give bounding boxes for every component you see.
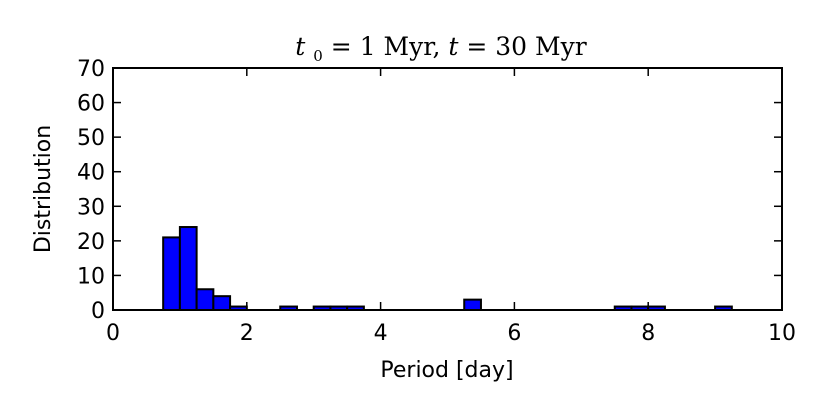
chart-title: t 0 = 1 Myr, t = 30 Myr (295, 32, 586, 67)
x-tick-label: 8 (641, 321, 655, 346)
title-t-value: = 30 Myr (466, 32, 586, 61)
y-tick-label: 50 (77, 126, 105, 151)
histogram-bar (212, 295, 232, 311)
histogram-bar (463, 298, 482, 311)
x-tick-label: 6 (507, 321, 521, 346)
y-tick-label: 0 (91, 299, 105, 324)
title-t-symbol: t (448, 32, 459, 61)
y-tick-label: 30 (77, 195, 105, 220)
histogram-bar (178, 226, 198, 311)
y-axis-label: Distribution (31, 125, 56, 253)
y-tick-label: 60 (77, 92, 105, 117)
x-tick-label: 10 (768, 321, 796, 346)
x-axis-label: Period [day] (380, 358, 513, 383)
y-tick-label: 10 (77, 264, 105, 289)
title-t0-symbol: t (295, 32, 306, 61)
histogram-bar (195, 288, 215, 311)
title-t0-value: = 1 Myr, (331, 32, 449, 61)
y-tick-label: 40 (77, 161, 105, 186)
plot-frame (112, 67, 783, 311)
histogram-bars (162, 226, 733, 311)
x-tick-label: 2 (240, 321, 254, 346)
x-tick-label: 0 (106, 321, 120, 346)
histogram-bar (162, 236, 181, 311)
axis-ticks: 0 2 4 6 8 10 0 10 20 30 40 50 60 70 (77, 57, 796, 346)
title-t0-subscript: 0 (313, 47, 323, 65)
y-tick-label: 70 (77, 57, 105, 82)
x-tick-label: 4 (374, 321, 388, 346)
y-tick-label: 20 (77, 230, 105, 255)
